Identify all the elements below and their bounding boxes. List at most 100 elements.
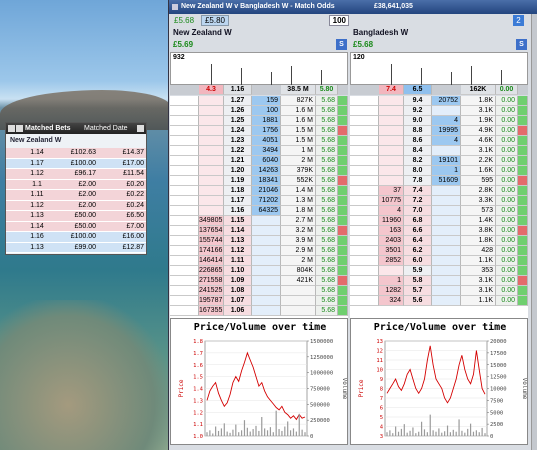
ladder-lay[interactable] — [199, 96, 224, 106]
ladder-back[interactable] — [252, 296, 281, 306]
ladder-lay[interactable]: 4 — [379, 206, 404, 216]
ladder-price[interactable]: 8.8 — [404, 126, 432, 136]
ladder-back[interactable] — [432, 236, 461, 246]
ladder-back[interactable]: 4 — [432, 116, 461, 126]
ladder-lay[interactable] — [199, 136, 224, 146]
ladder-lay[interactable]: 174166 — [199, 246, 224, 256]
ladder-back[interactable] — [432, 296, 461, 306]
ladder-price[interactable]: 1.23 — [224, 136, 252, 146]
ladder-back[interactable] — [252, 236, 281, 246]
stake-input[interactable]: 100 — [329, 15, 349, 26]
ladder-back[interactable] — [432, 286, 461, 296]
ladder-lay[interactable] — [379, 136, 404, 146]
ladder-lay[interactable] — [379, 126, 404, 136]
ladder-back[interactable]: 19995 — [432, 126, 461, 136]
ladder-lay[interactable]: 167355 — [199, 306, 224, 316]
ladder-back[interactable] — [432, 216, 461, 226]
ladder-back[interactable]: 64325 — [252, 206, 281, 216]
ladder-back[interactable]: 4 — [432, 136, 461, 146]
ladder-lay[interactable] — [379, 266, 404, 276]
ladder-back[interactable] — [252, 306, 281, 316]
ladder-back[interactable]: 18341 — [252, 176, 281, 186]
ladder-price[interactable]: 1.17 — [224, 196, 252, 206]
ladder-price[interactable]: 1.07 — [224, 296, 252, 306]
ladder-back[interactable]: 1756 — [252, 126, 281, 136]
ladder-back[interactable]: 1881 — [252, 116, 281, 126]
ladder-back[interactable]: 19101 — [432, 156, 461, 166]
ladder-lay[interactable]: 349805 — [199, 216, 224, 226]
ladder-lay[interactable]: 324 — [379, 296, 404, 306]
ladder-price[interactable]: 6.0 — [404, 256, 432, 266]
ladder-lay[interactable] — [199, 146, 224, 156]
ladder-price[interactable]: 1.11 — [224, 256, 252, 266]
ladder-lay[interactable]: 146414 — [199, 256, 224, 266]
ladder-lay[interactable]: 241525 — [199, 286, 224, 296]
ladder-lay[interactable] — [199, 126, 224, 136]
minimize-button[interactable] — [8, 125, 15, 132]
ladder-lay[interactable] — [379, 166, 404, 176]
ladder-lay[interactable]: 1 — [379, 276, 404, 286]
ladder-lay[interactable]: 155744 — [199, 236, 224, 246]
ladder-price[interactable]: 1.18 — [224, 186, 252, 196]
ladder-back[interactable] — [432, 266, 461, 276]
ladder-lay[interactable]: 226865 — [199, 266, 224, 276]
close-button[interactable] — [137, 125, 144, 132]
ladder-lay[interactable] — [199, 156, 224, 166]
ladder-back[interactable]: 4051 — [252, 136, 281, 146]
ladder-price[interactable]: 1.16 — [224, 206, 252, 216]
ladder-price[interactable]: 6.6 — [404, 226, 432, 236]
ladder-price[interactable]: 1.13 — [224, 236, 252, 246]
ladder-lay[interactable]: 3501 — [379, 246, 404, 256]
ladder-price[interactable]: 8.2 — [404, 156, 432, 166]
ladder-price[interactable]: 1.09 — [224, 276, 252, 286]
window-icon[interactable] — [172, 4, 178, 10]
ladder-price[interactable]: 9.0 — [404, 116, 432, 126]
ladder-price[interactable]: 5.7 — [404, 286, 432, 296]
ladder-back[interactable] — [432, 246, 461, 256]
ladder-price[interactable]: 7.4 — [404, 186, 432, 196]
ladder-back[interactable] — [432, 196, 461, 206]
ladder-back[interactable] — [252, 276, 281, 286]
ladder-lay[interactable] — [379, 116, 404, 126]
ladder-lay[interactable] — [199, 116, 224, 126]
ladder-lay[interactable]: 10775 — [379, 196, 404, 206]
ladder-price[interactable]: 6.8 — [404, 216, 432, 226]
stake-button[interactable]: S — [516, 39, 527, 50]
ladder-price[interactable]: 1.20 — [224, 166, 252, 176]
scrollbar[interactable] — [531, 14, 537, 450]
ladder-lay[interactable]: 2403 — [379, 236, 404, 246]
ladder-price[interactable]: 1.26 — [224, 106, 252, 116]
ladder-back[interactable] — [432, 256, 461, 266]
ladder-back[interactable]: 14263 — [252, 166, 281, 176]
sort-dropdown[interactable]: Matched Date — [84, 125, 128, 132]
ladder-lay[interactable] — [199, 166, 224, 176]
ladder-back[interactable] — [432, 106, 461, 116]
ladder-back[interactable] — [432, 186, 461, 196]
ladder-price[interactable]: 7.8 — [404, 176, 432, 186]
ladder-lay[interactable] — [199, 206, 224, 216]
ladder-price[interactable]: 1.27 — [224, 96, 252, 106]
ladder-lay[interactable]: 1282 — [379, 286, 404, 296]
ladder-back[interactable]: 6040 — [252, 156, 281, 166]
ladder-price[interactable]: 1.10 — [224, 266, 252, 276]
ladder-price[interactable]: 1.22 — [224, 146, 252, 156]
ladder-price[interactable]: 6.2 — [404, 246, 432, 256]
ladder-back[interactable]: 159 — [252, 96, 281, 106]
ladder-lay[interactable] — [199, 186, 224, 196]
ladder-back[interactable]: 71202 — [252, 196, 281, 206]
ladder-price[interactable]: 5.9 — [404, 266, 432, 276]
ladder-back[interactable] — [252, 266, 281, 276]
ladder-price[interactable]: 8.6 — [404, 136, 432, 146]
ladder-back[interactable] — [432, 206, 461, 216]
ladder-lay[interactable] — [379, 146, 404, 156]
ladder-lay[interactable]: 37 — [379, 186, 404, 196]
ladder-lay[interactable]: 11960 — [379, 216, 404, 226]
tab-button[interactable]: 2 — [513, 15, 524, 26]
ladder-lay[interactable] — [199, 176, 224, 186]
ladder-price[interactable]: 1.25 — [224, 116, 252, 126]
ladder-back[interactable] — [252, 256, 281, 266]
ladder-price[interactable]: 1.08 — [224, 286, 252, 296]
ladder-lay[interactable] — [379, 176, 404, 186]
ladder-back[interactable]: 21046 — [252, 186, 281, 196]
ladder-lay[interactable] — [379, 156, 404, 166]
